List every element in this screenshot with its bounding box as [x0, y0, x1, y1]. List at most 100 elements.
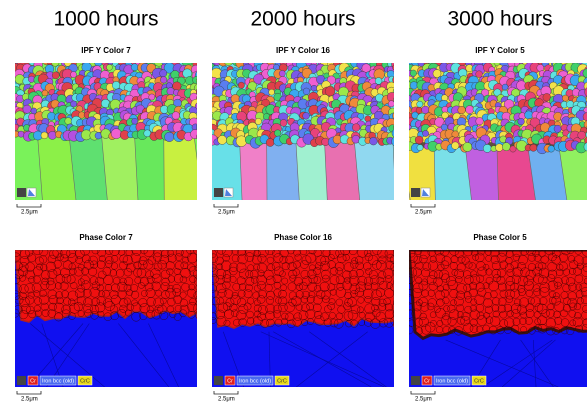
small-grain [236, 136, 247, 147]
legend-icon [214, 376, 223, 385]
small-grain [160, 77, 167, 84]
scale-bar [17, 391, 41, 394]
small-grain [198, 118, 205, 125]
small-grain [94, 58, 102, 66]
small-grain [389, 76, 396, 83]
small-grain [554, 125, 561, 132]
legend-label: CrC [80, 378, 90, 384]
small-grain [393, 64, 400, 71]
scale-bar [214, 204, 238, 207]
small-grain [218, 135, 227, 144]
scale-label: 2.5μm [415, 210, 432, 216]
scale-bar [411, 391, 435, 394]
grain-boundary [196, 294, 205, 303]
small-grain [160, 70, 167, 77]
small-grain [451, 142, 459, 150]
scale-label: 2.5μm [218, 397, 235, 403]
small-grain [172, 112, 180, 120]
small-grain [280, 119, 287, 126]
scale-label: 2.5μm [415, 397, 432, 403]
small-grain [388, 101, 394, 107]
small-grain [196, 94, 206, 104]
small-grain [502, 143, 510, 151]
legend-label: CrC [277, 378, 287, 384]
scale-label: 2.5μm [21, 397, 38, 403]
ipf-map [5, 56, 244, 205]
small-grain [197, 60, 208, 71]
small-grain [132, 118, 138, 124]
small-grain [502, 84, 508, 90]
phase-title: Phase Color 5 [473, 233, 527, 242]
small-grain [274, 130, 281, 137]
small-grain [394, 96, 402, 104]
legend-label: Iron bcc (old) [436, 378, 468, 384]
small-grain [197, 107, 204, 114]
phase-title: Phase Color 16 [274, 233, 332, 242]
small-grain [417, 101, 423, 107]
small-grain [23, 105, 31, 113]
ipf-title: IPF Y Color 16 [276, 46, 330, 55]
small-grain [165, 132, 175, 142]
legend-icon [17, 188, 26, 197]
column-heading: 3000 hours [447, 8, 552, 31]
small-grain [47, 112, 55, 120]
small-grain [41, 132, 48, 139]
small-grain [422, 106, 430, 114]
phase-map: CrIron bcc (old)CrC [405, 245, 587, 387]
small-grain [111, 129, 121, 139]
grain-boundary [196, 254, 205, 263]
small-grain [466, 106, 474, 114]
small-grain [458, 106, 466, 114]
small-grain [131, 64, 138, 71]
grain-boundary [393, 248, 401, 256]
legend-label: Iron bcc (old) [239, 378, 271, 384]
small-grain [393, 111, 402, 120]
small-grain [269, 89, 275, 95]
small-grain [279, 70, 285, 76]
small-grain [303, 88, 310, 95]
legend-label: Cr [424, 378, 430, 384]
small-grain [394, 69, 403, 78]
small-grain [495, 144, 503, 152]
legend-icon [411, 376, 420, 385]
small-grain [197, 114, 204, 121]
scale-label: 2.5μm [21, 210, 38, 216]
small-grain [224, 57, 233, 66]
small-grain [525, 111, 533, 119]
legend-label: Iron bcc (old) [42, 378, 74, 384]
scale-label: 2.5μm [218, 210, 235, 216]
small-grain [196, 123, 204, 131]
small-grain [394, 124, 401, 131]
small-grain [70, 72, 76, 78]
figure: 1000 hoursIPF Y Color 72.5μmPhase Color … [0, 0, 587, 403]
large-grain [164, 134, 218, 205]
small-grain [106, 64, 112, 70]
small-grain [441, 124, 447, 130]
small-grain [48, 131, 56, 139]
grain-boundary [393, 310, 401, 318]
column-heading: 2000 hours [250, 8, 355, 31]
small-grain [112, 81, 120, 89]
phase-map: Cr Iron bcc (old) CrC [11, 245, 206, 387]
small-grain [387, 92, 396, 101]
small-grain [196, 86, 207, 97]
ipf-map [204, 56, 444, 205]
scale-bar [214, 391, 238, 394]
small-grain [149, 94, 155, 100]
small-grain [303, 112, 310, 119]
legend-icon [411, 188, 420, 197]
small-grain [392, 136, 403, 147]
small-grain [370, 137, 378, 145]
grain-boundary [394, 278, 401, 285]
small-grain [238, 82, 244, 88]
legend-label: Cr [30, 378, 36, 384]
legend-icon [17, 376, 26, 385]
small-grain [51, 59, 59, 67]
ipf-title: IPF Y Color 7 [81, 46, 131, 55]
small-grain [362, 64, 371, 73]
small-grain [410, 82, 418, 90]
legend-icon [214, 188, 223, 197]
small-grain [197, 65, 208, 76]
small-grain [65, 118, 72, 125]
